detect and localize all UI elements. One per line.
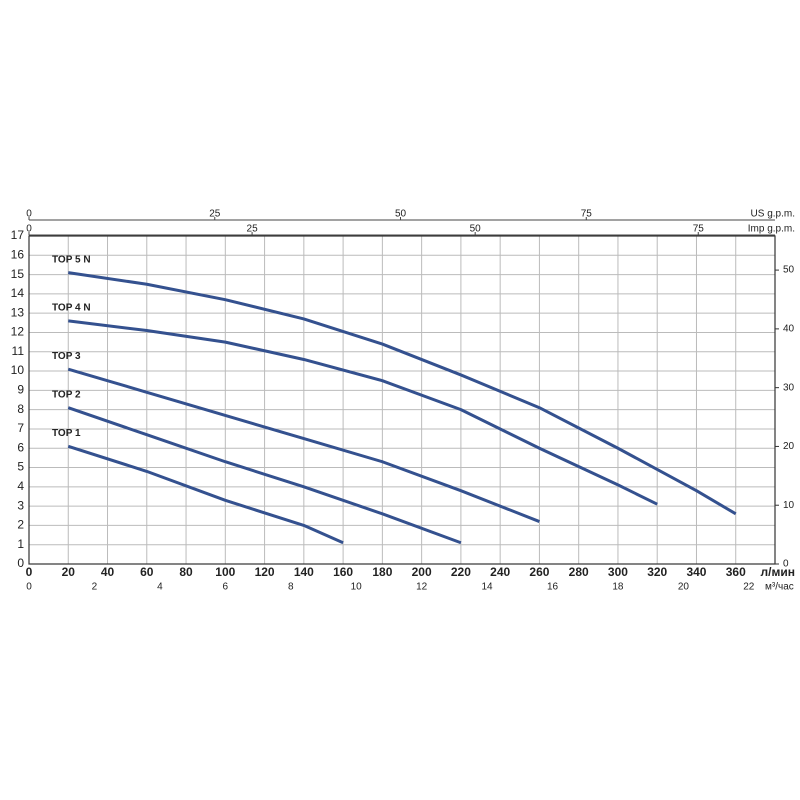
y-tick-label: 7	[17, 421, 24, 435]
x2-tick-label: 18	[612, 582, 624, 593]
x-tick-label: 360	[726, 565, 746, 579]
curve	[67, 444, 344, 545]
plot-frame	[28, 235, 776, 565]
x2-tick-label: 6	[223, 582, 229, 593]
top-tick-label: 75	[693, 224, 705, 235]
top-tick-label: 25	[209, 209, 221, 220]
x-tick-label: 20	[62, 565, 76, 579]
x2-tick-label: 22	[743, 582, 755, 593]
x2-axis-unit: м³/час	[765, 582, 794, 593]
top-tick-label: 0	[26, 224, 32, 235]
x-tick-label: 260	[529, 565, 549, 579]
y-tick-label: 5	[17, 460, 24, 474]
top-tick-label: 50	[470, 224, 482, 235]
x-tick-label: 40	[101, 565, 115, 579]
y-tick-label: 6	[17, 440, 24, 454]
x-axis-unit: л/мин	[761, 565, 795, 579]
y-tick-label: 17	[11, 228, 25, 242]
top-axis-unit: Imp g.p.m.	[748, 224, 795, 235]
y-tick-label: 11	[12, 344, 25, 358]
x2-tick-label: 14	[482, 582, 494, 593]
x2-tick-label: 20	[678, 582, 690, 593]
y2-tick-label: 50	[783, 265, 795, 276]
y-tick-label: 10	[11, 363, 25, 377]
x-tick-label: 140	[294, 565, 314, 579]
curve	[68, 271, 737, 516]
y-tick-label: 15	[11, 267, 25, 281]
y2-tick-label: 20	[783, 441, 795, 452]
x-tick-label: 0	[26, 565, 33, 579]
curve	[67, 367, 540, 523]
x-tick-label: 100	[215, 565, 235, 579]
y-tick-label: 12	[11, 325, 25, 339]
curve-label: TOP 5 N	[52, 254, 91, 265]
y-tick-label: 9	[17, 383, 24, 397]
x-tick-label: 80	[179, 565, 193, 579]
x-tick-label: 120	[255, 565, 275, 579]
x-tick-label: 340	[686, 565, 706, 579]
curve-label: TOP 1	[52, 428, 81, 439]
x2-tick-label: 4	[157, 582, 163, 593]
y-tick-label: 0	[17, 556, 24, 570]
y-tick-label: 2	[17, 518, 24, 532]
x2-tick-label: 8	[288, 582, 294, 593]
y-tick-label: 3	[17, 498, 24, 512]
x2-tick-label: 12	[416, 582, 428, 593]
x-tick-label: 220	[451, 565, 471, 579]
x2-tick-label: 16	[547, 582, 559, 593]
y-tick-label: 1	[17, 537, 24, 551]
x-tick-label: 320	[647, 565, 667, 579]
curve	[67, 406, 462, 545]
y-tick-label: 13	[11, 305, 25, 319]
y-tick-label: 4	[17, 479, 24, 493]
x-tick-label: 240	[490, 565, 510, 579]
y-tick-label: 8	[17, 402, 24, 416]
x-tick-label: 300	[608, 565, 628, 579]
x2-tick-label: 0	[26, 582, 32, 593]
x2-tick-label: 2	[92, 582, 98, 593]
top-tick-label: 25	[247, 224, 259, 235]
x-tick-label: 200	[412, 565, 432, 579]
y-tick-label: 16	[11, 247, 25, 261]
x-tick-label: 280	[569, 565, 589, 579]
x2-tick-label: 10	[351, 582, 363, 593]
y2-tick-label: 10	[783, 500, 795, 511]
y2-tick-label: 0	[783, 559, 789, 570]
curve	[68, 319, 658, 506]
x-tick-label: 160	[333, 565, 353, 579]
curve-label: TOP 4 N	[52, 303, 91, 314]
top-tick-label: 50	[395, 209, 407, 220]
y2-tick-label: 40	[783, 324, 795, 335]
top-axis-unit: US g.p.m.	[751, 209, 795, 220]
x-tick-label: 180	[372, 565, 392, 579]
top-tick-label: 75	[581, 209, 593, 220]
x-tick-label: 60	[140, 565, 154, 579]
top-tick-label: 0	[26, 209, 32, 220]
curve-label: TOP 3	[52, 351, 81, 362]
y2-tick-label: 30	[783, 382, 795, 393]
y-tick-label: 14	[11, 286, 25, 300]
curve-label: TOP 2	[52, 389, 81, 400]
